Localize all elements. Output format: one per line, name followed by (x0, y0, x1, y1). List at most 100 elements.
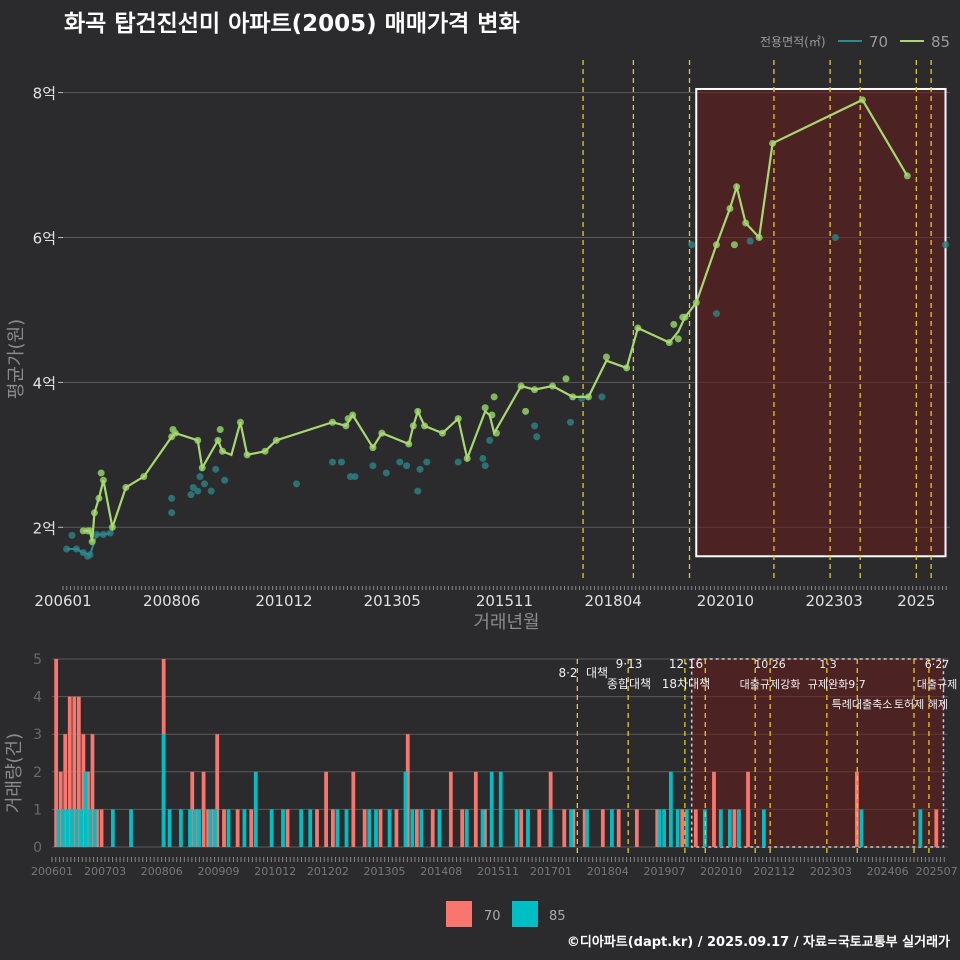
bar-85 (56, 809, 61, 847)
x-tick-label: 201305 (364, 592, 421, 610)
policy-date: 6·27 (925, 658, 950, 671)
x-tick-label: 202010 (697, 592, 754, 610)
bar-70 (562, 809, 567, 847)
policy-date: 9·13 (616, 657, 643, 671)
policy-date: 10·26 (754, 658, 786, 671)
x-tick-label: 201511 (476, 592, 533, 610)
bar-70 (201, 771, 206, 847)
bar-85 (79, 809, 84, 847)
policy-name: 규제완화 (808, 678, 848, 691)
x-tick-label: 200909 (197, 865, 239, 878)
bar-85 (344, 809, 349, 847)
y-tick-label: 4억 (33, 374, 56, 392)
bar-70 (680, 809, 685, 847)
bar-70 (95, 809, 99, 847)
y-tick-label: 2억 (33, 519, 56, 537)
bar-70 (460, 809, 465, 847)
policy-date: 1·3 (819, 658, 837, 671)
bar-85 (83, 771, 88, 847)
bar-85 (167, 809, 172, 847)
bar-70 (190, 771, 195, 847)
bar-70 (222, 809, 226, 847)
bar-85 (74, 809, 79, 847)
x-tick-label: 201408 (420, 865, 462, 878)
bar-85 (684, 809, 689, 847)
point-70 (423, 458, 431, 466)
volume-chart: 0 1 2 3 4 5 거래량(건) 8·2 대책 9·13 종합대책 12·16 18차대책 10·26… (4, 652, 958, 878)
bar-70 (634, 809, 639, 847)
point-70 (688, 241, 696, 249)
bar-85 (489, 771, 494, 847)
point-70 (531, 422, 539, 430)
point-85 (522, 407, 530, 415)
bar-85 (281, 809, 285, 847)
point-70 (486, 436, 494, 444)
point-70 (168, 509, 176, 517)
x-tick-label: 2025 (897, 592, 935, 610)
policy-date: 9·7 (848, 678, 866, 691)
bar-85 (92, 809, 97, 847)
y-tick-label: 0 (33, 840, 42, 856)
bar-85 (308, 809, 313, 847)
source-credit: ©디아파트(dapt.kr) / 2025.09.17 / 자료=국토교통부 실… (566, 935, 950, 950)
bar-70 (235, 809, 240, 847)
x-tick-label: 201511 (477, 865, 519, 878)
bar-70 (693, 809, 698, 847)
bar-70 (616, 809, 621, 847)
bar-85 (727, 809, 732, 847)
bar-85 (65, 809, 70, 847)
bar-85 (761, 809, 766, 847)
x-tick-label: 201012 (255, 592, 312, 610)
point-70 (414, 487, 422, 495)
policy-date: 12·16 (669, 657, 703, 671)
point-85 (562, 375, 570, 383)
legend-85-label: 85 (931, 33, 950, 51)
bar-85 (179, 809, 183, 847)
bar-85 (226, 809, 231, 847)
bar-85 (110, 809, 115, 847)
bar-85 (161, 734, 166, 847)
policy-name: 대책 (586, 665, 608, 680)
bar-70 (215, 734, 220, 847)
x-tick-label: 202507 (916, 865, 958, 878)
bar-70 (206, 809, 211, 847)
bar-70 (430, 809, 435, 847)
x-tick-label: 201804 (585, 592, 642, 610)
bar-85 (410, 809, 415, 847)
bar-85 (387, 809, 392, 847)
bar-85 (437, 809, 442, 847)
point-85 (602, 353, 610, 361)
point-70 (200, 480, 208, 488)
point-85 (481, 404, 489, 412)
point-85 (97, 469, 105, 477)
y-axis-title: 거래량(건) (4, 733, 25, 813)
policy-name: 대출규제 (917, 678, 957, 691)
point-70 (221, 476, 229, 484)
series-85-line (83, 98, 909, 542)
bar-70 (351, 771, 356, 847)
y-tick-label: 8억 (33, 85, 56, 103)
bar-85 (88, 809, 93, 847)
y-tick-label: 4 (33, 690, 42, 706)
point-85 (490, 393, 498, 401)
bar-85 (918, 809, 923, 847)
policy-name: 토허제 해제 (894, 697, 948, 711)
bar-85 (208, 809, 213, 847)
point-70 (293, 480, 301, 488)
bar-70 (210, 809, 215, 847)
bar-85 (367, 809, 372, 847)
policy-name: 18차대책 (662, 676, 710, 691)
bar-70 (362, 809, 367, 847)
bar-70 (405, 734, 410, 847)
bar-70 (249, 809, 254, 847)
bar-70 (537, 809, 542, 847)
point-70 (598, 393, 606, 401)
x-tick-label: 202010 (700, 865, 742, 878)
bar-85 (610, 809, 614, 847)
x-tick-label: 200806 (143, 592, 200, 610)
point-85 (730, 241, 738, 249)
bar-85 (498, 771, 503, 847)
x-tick-label: 201305 (364, 865, 406, 878)
bar-70 (519, 809, 524, 847)
bar-70 (72, 696, 77, 847)
